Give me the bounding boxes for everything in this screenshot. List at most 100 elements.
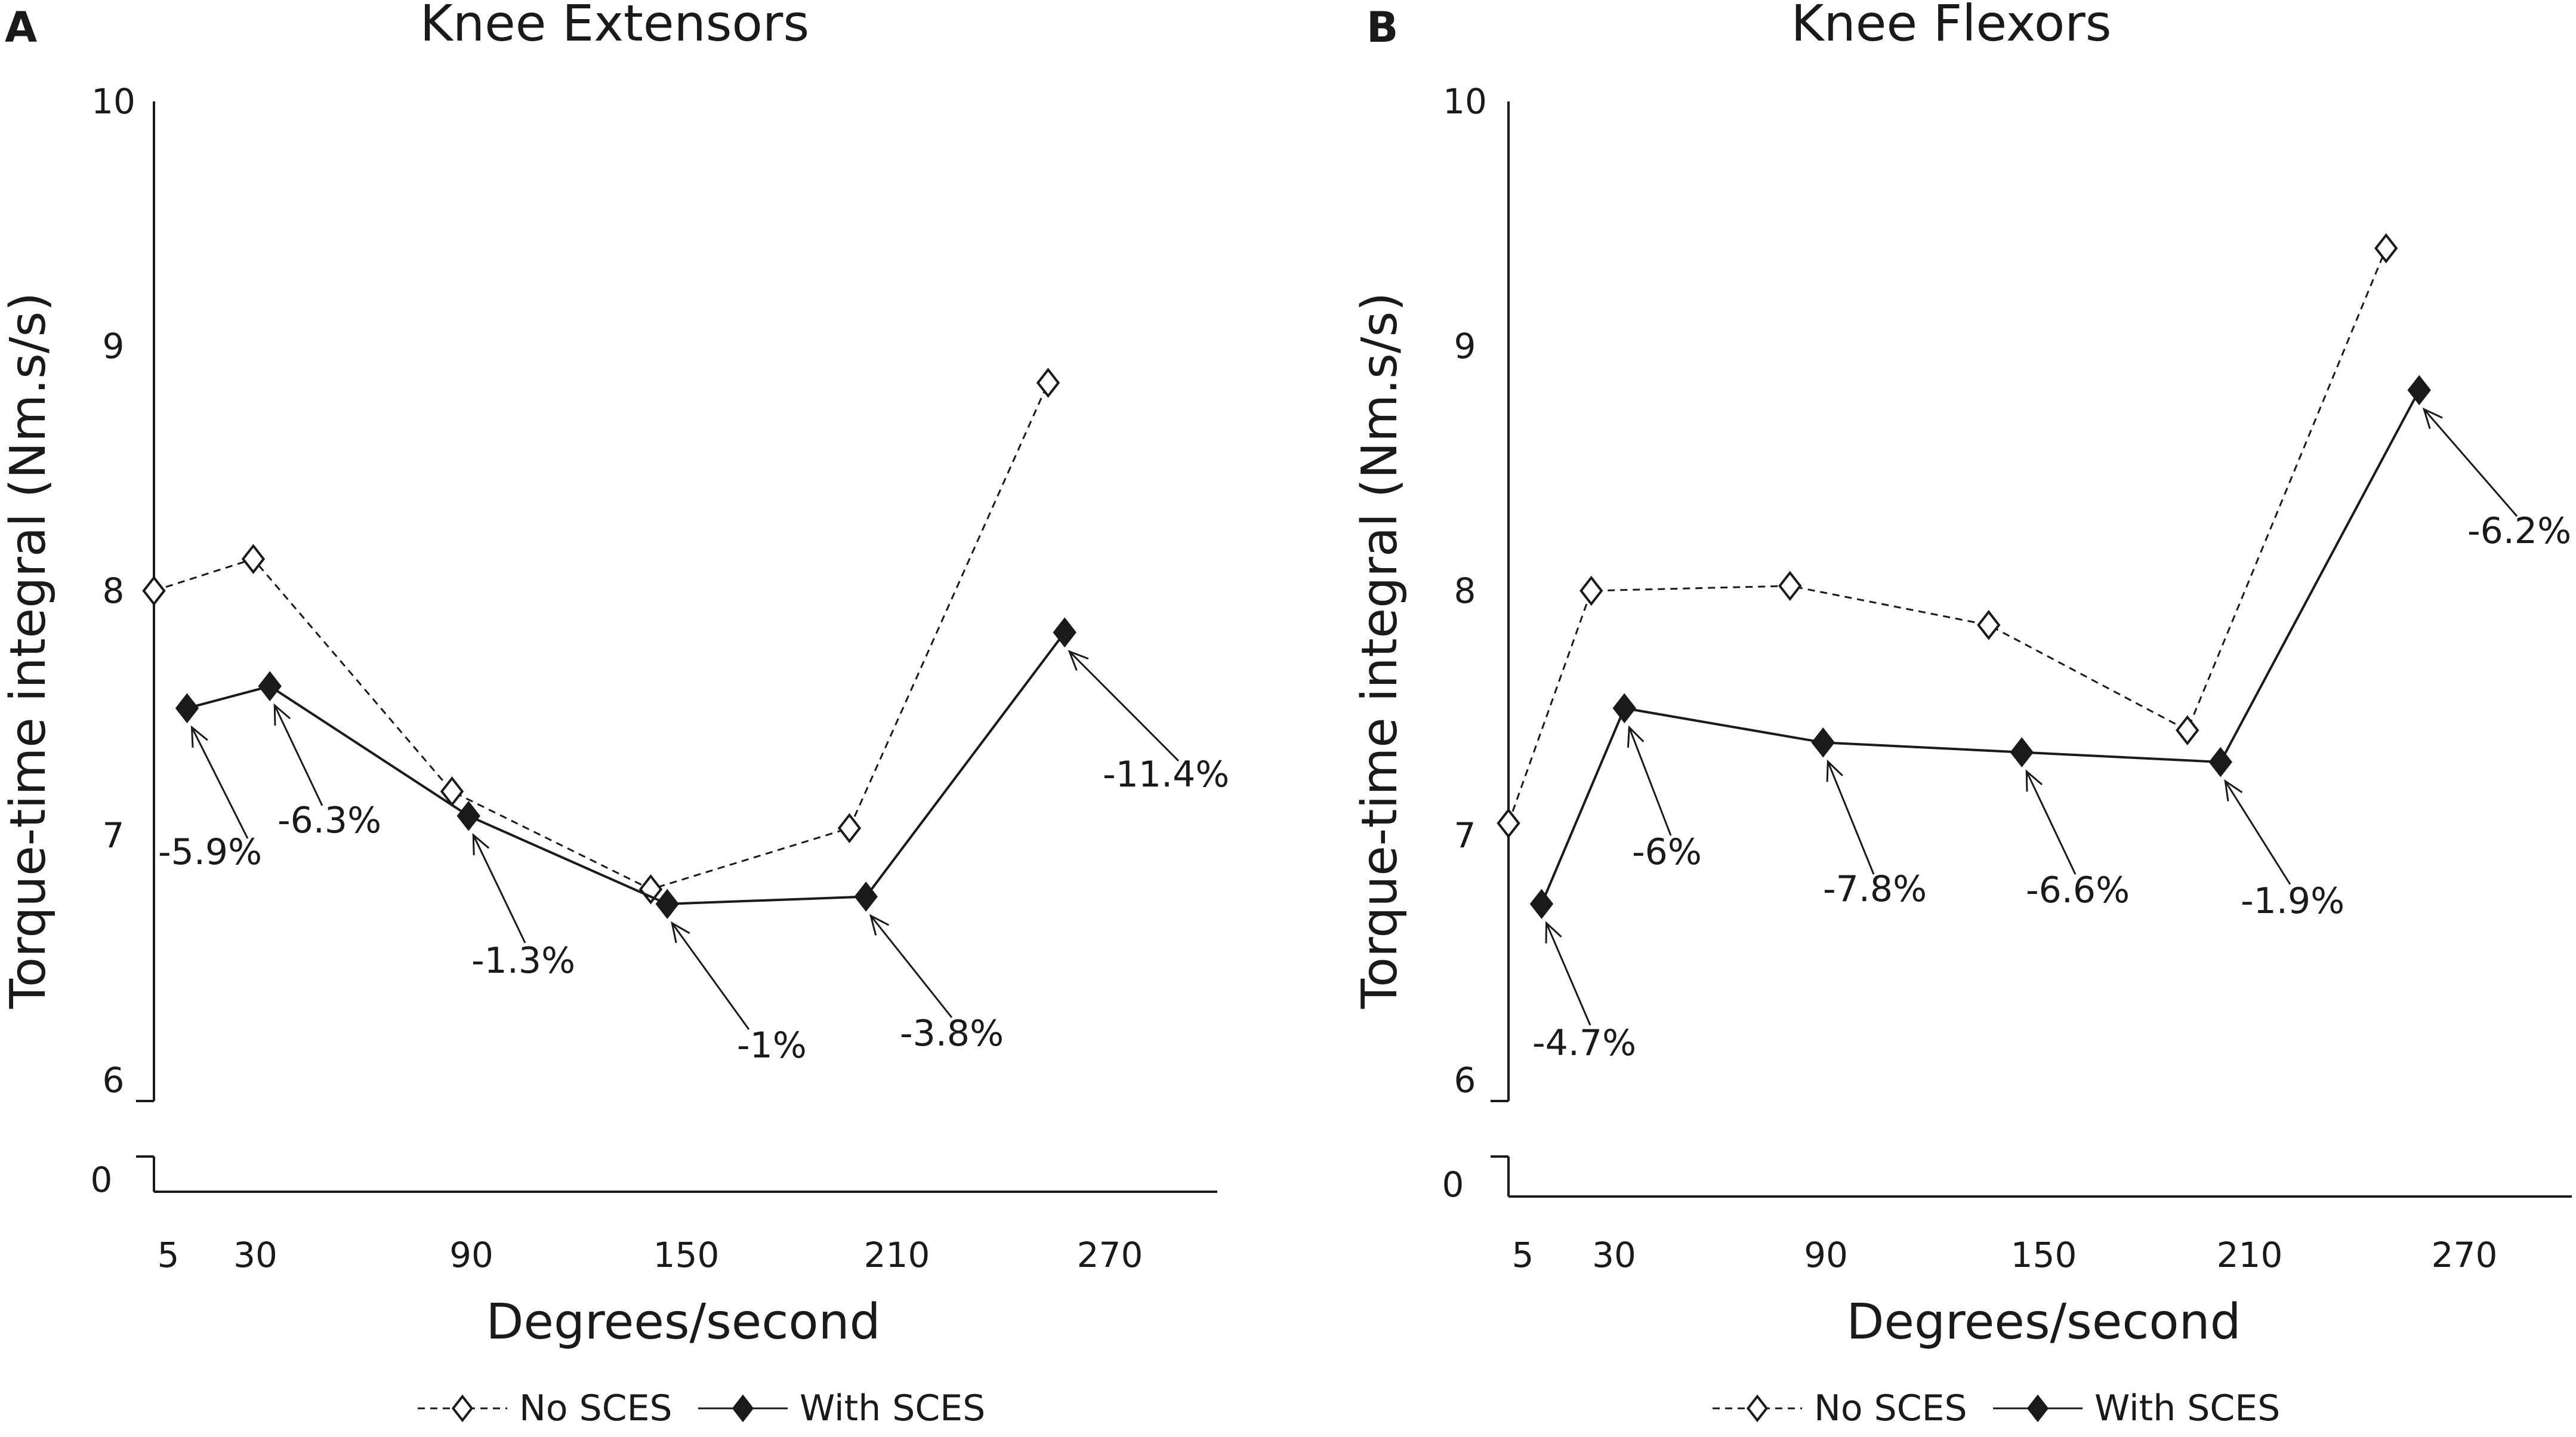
x-tick-label: 210 <box>2217 1235 2283 1275</box>
annotation-arrow <box>1628 727 1672 836</box>
data-point-with-sces <box>2407 375 2431 406</box>
x-tick-label: 210 <box>864 1235 930 1275</box>
panel-letter: A <box>5 3 37 52</box>
legend-label: With SCES <box>2094 1387 2280 1429</box>
annotation-arrowhead <box>869 914 890 936</box>
data-point-with-sces <box>175 693 199 724</box>
y-axis-label: Torque-time integral (Nm.s/s) <box>1352 292 1408 1010</box>
chart-title: Knee Flexors <box>1791 0 2111 53</box>
annotation-label: -5.9% <box>158 831 262 873</box>
legend-marker <box>732 1394 754 1423</box>
series-line-with-sces <box>186 631 1066 905</box>
x-tick-label: 5 <box>1512 1235 1534 1275</box>
annotation-arrow <box>2423 408 2518 517</box>
y-tick-label: 7 <box>103 815 125 856</box>
annotation-arrowhead <box>273 703 291 726</box>
legend-label: No SCES <box>1814 1387 1967 1429</box>
series-line-no-sces <box>153 382 1049 890</box>
annotation-label: -6.2% <box>2467 510 2571 552</box>
data-point-with-sces <box>258 671 282 702</box>
annotation-arrowhead <box>2422 408 2443 429</box>
chart-panel-a: A Knee Extensors 6 7 8 9 10 0 5 30 90 150 210 270 Degr… <box>0 0 1229 1350</box>
annotation-arrowhead <box>1068 650 1089 671</box>
annotation-label: -6.3% <box>277 800 381 841</box>
annotation-arrowhead <box>190 725 208 748</box>
chart-title: Knee Extensors <box>420 0 809 53</box>
data-point-no-sces <box>2374 233 2398 264</box>
y-tick-label: 10 <box>1443 81 1487 122</box>
y-tick-label: 6 <box>103 1060 125 1100</box>
series-line-with-sces <box>1540 389 2421 905</box>
data-point-no-sces <box>241 544 266 574</box>
x-tick-label: 270 <box>1077 1235 1143 1275</box>
x-tick-label: 150 <box>2011 1235 2077 1275</box>
y-tick-label: 6 <box>1454 1060 1476 1100</box>
x-tick-label: 30 <box>233 1235 277 1275</box>
annotation-label: -1% <box>737 1025 807 1066</box>
data-point-with-sces <box>655 889 679 920</box>
data-point-with-sces <box>1053 617 1076 647</box>
legend-marker <box>2026 1394 2049 1423</box>
x-tick-label: 150 <box>653 1235 720 1275</box>
legend-label: With SCES <box>800 1387 985 1429</box>
annotation-arrowhead <box>2025 769 2043 792</box>
legend-label: No SCES <box>519 1387 672 1429</box>
x-tick-label: 270 <box>2432 1235 2498 1275</box>
data-point-with-sces <box>1529 889 1554 920</box>
legend: No SCES With SCES <box>418 1387 985 1429</box>
data-point-no-sces <box>142 575 166 606</box>
annotation-arrowhead <box>1627 725 1645 748</box>
y-tick-label: 8 <box>1454 571 1476 611</box>
data-point-no-sces <box>638 874 663 905</box>
data-point-no-sces <box>1778 571 1802 602</box>
x-axis-label: Degrees/second <box>1846 1294 2241 1350</box>
data-point-no-sces <box>1579 575 1603 606</box>
annotation-arrow <box>191 727 249 839</box>
data-point-with-sces <box>2208 747 2232 778</box>
data-point-with-sces <box>456 800 480 831</box>
data-point-no-sces <box>1036 368 1060 398</box>
x-tick-label: 90 <box>449 1235 493 1275</box>
y-tick-label: 8 <box>103 571 125 611</box>
annotation-arrowhead <box>671 921 690 943</box>
data-point-with-sces <box>1811 727 1835 758</box>
annotation-label: -7.8% <box>1823 868 1927 910</box>
annotation-label: -1.3% <box>471 940 575 982</box>
x-tick-label: 30 <box>1592 1235 1636 1275</box>
annotation-label: -4.7% <box>1532 1022 1636 1064</box>
annotation-arrow <box>671 922 750 1030</box>
data-point-no-sces <box>1977 610 2001 640</box>
annotation-label: -11.4% <box>1103 754 1229 795</box>
annotation-arrow <box>2224 781 2291 885</box>
data-point-no-sces <box>1497 808 1520 838</box>
annotation-arrow <box>1827 761 1875 875</box>
annotation-arrow <box>1545 923 1591 1026</box>
legend-marker <box>451 1394 474 1423</box>
legend: No SCES With SCES <box>1713 1387 2280 1429</box>
annotation-arrow <box>870 915 953 1018</box>
data-point-no-sces <box>837 813 862 843</box>
x-tick-label: 5 <box>158 1235 180 1275</box>
annotation-arrow <box>2025 770 2077 875</box>
y-tick-label: 7 <box>1454 815 1476 856</box>
annotation-label: -6.6% <box>2026 869 2130 911</box>
panel-letter: B <box>1366 3 1398 52</box>
data-point-with-sces <box>2010 737 2034 767</box>
annotation-label: -3.8% <box>900 1013 1004 1054</box>
annotation-arrowhead <box>1826 759 1843 782</box>
series-line-no-sces <box>1507 248 2387 824</box>
data-point-with-sces <box>854 881 878 912</box>
annotation-label: -6% <box>1632 831 1702 873</box>
data-point-with-sces <box>1612 693 1636 724</box>
annotation-arrow <box>1069 650 1180 762</box>
y-tick-label: 10 <box>91 81 135 122</box>
annotation-arrowhead <box>2224 779 2243 801</box>
y-tick-label: 9 <box>103 326 125 366</box>
chart-panel-b: B Knee Flexors 6 7 8 9 10 0 5 30 90 150 210 270 Degree… <box>1352 0 2572 1350</box>
y-tick-label: 9 <box>1454 326 1476 366</box>
x-axis-label: Degrees/second <box>486 1294 880 1350</box>
annotation-arrow <box>273 705 323 806</box>
y-axis-label: Torque-time integral (Nm.s/s) <box>0 292 57 1010</box>
annotation-arrowhead <box>1545 921 1562 943</box>
annotation-label: -1.9% <box>2241 880 2344 922</box>
